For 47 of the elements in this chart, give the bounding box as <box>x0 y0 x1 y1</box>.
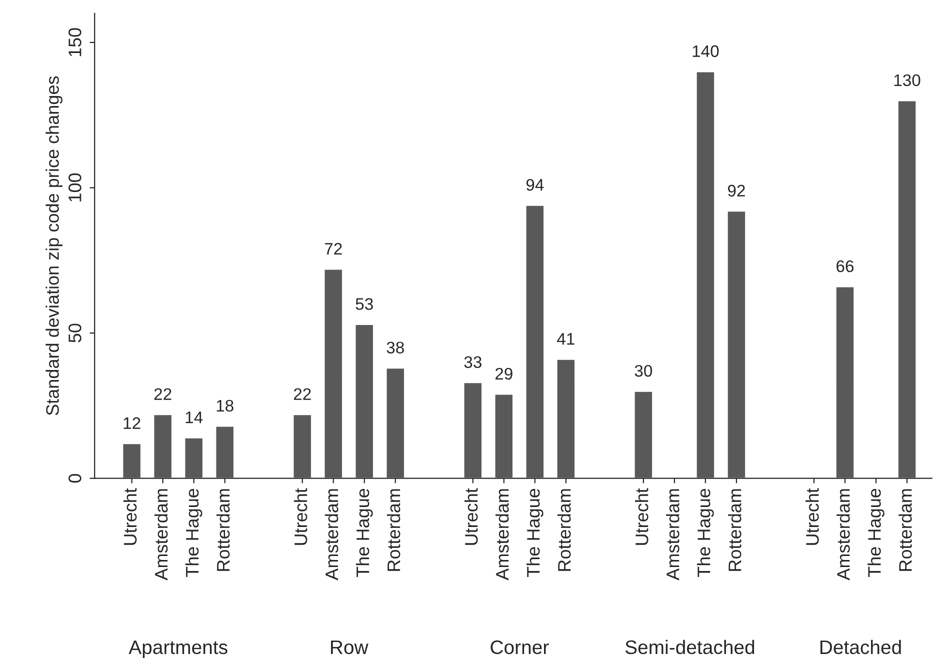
x-tick-label: Amsterdam <box>666 489 680 580</box>
x-tick-label: Utrecht <box>806 488 819 545</box>
x-tick-label: The Hague <box>868 488 884 577</box>
x-tick-label: Utrecht <box>464 488 478 545</box>
x-tick-label: The Hague <box>185 488 202 577</box>
x-tick-label: Utrecht <box>294 488 308 545</box>
x-tick-label: Amsterdam <box>495 489 509 580</box>
data-label: 92 <box>728 184 745 197</box>
x-tick-label: Rotterdam <box>728 489 742 571</box>
data-label: 130 <box>894 74 920 86</box>
x-tick-label: The Hague <box>356 488 373 577</box>
text: Semi-detached <box>625 640 754 654</box>
text: Corner <box>490 640 549 654</box>
x-tick-label: Rotterdam <box>386 489 400 571</box>
y-tick-label: 50 <box>68 324 82 342</box>
data-label: 38 <box>386 342 404 354</box>
data-label: 22 <box>154 388 172 400</box>
data-label: 66 <box>836 260 854 272</box>
x-tick-label: Utrecht <box>123 488 137 545</box>
data-label: 12 <box>124 417 140 429</box>
data-label: 41 <box>557 333 574 345</box>
y-axis-title: Standard deviation zip code price changes <box>46 76 62 416</box>
data-label: 33 <box>464 356 482 368</box>
data-label: 18 <box>216 400 234 412</box>
text: Detached <box>820 640 901 654</box>
y-tick-label: 0 <box>68 474 82 483</box>
text: Apartments <box>128 640 228 658</box>
x-tick-label: Rotterdam <box>216 489 230 571</box>
data-label: 22 <box>294 388 311 400</box>
data-label: 53 <box>356 298 373 310</box>
x-tick-label: Rotterdam <box>898 489 912 571</box>
x-tick-label: The Hague <box>697 488 714 577</box>
y-tick-label: 150 <box>68 28 82 56</box>
x-tick-label: Amsterdam <box>836 489 850 580</box>
data-label: 29 <box>495 368 512 380</box>
y-tick-label: 100 <box>68 173 82 202</box>
text: Row <box>331 640 368 654</box>
x-tick-label: Amsterdam <box>154 489 168 580</box>
x-tick-label: Rotterdam <box>558 489 571 571</box>
data-label: 72 <box>324 242 342 255</box>
data-label: 30 <box>634 364 652 377</box>
data-label: 14 <box>186 412 203 424</box>
x-tick-label: The Hague <box>526 488 544 577</box>
data-label: 94 <box>526 178 544 191</box>
x-tick-label: Utrecht <box>635 488 648 545</box>
data-label: 140 <box>692 45 719 58</box>
x-tick-label: Amsterdam <box>324 489 338 580</box>
